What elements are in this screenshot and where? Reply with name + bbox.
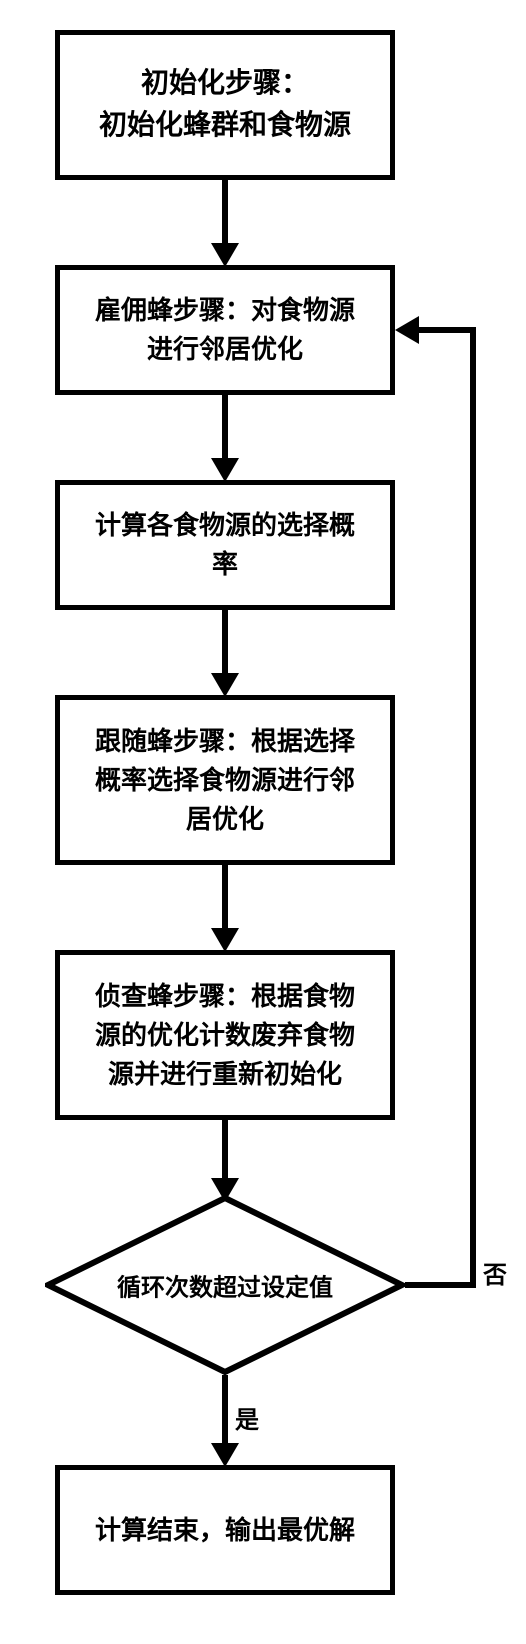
loop-head (395, 316, 419, 344)
end-box: 计算结束，输出最优解 (55, 1465, 395, 1595)
scout-bee-box: 侦查蜂步骤：根据食物 源的优化计数废弃食物 源并进行重新初始化 (55, 950, 395, 1120)
calc-prob-box: 计算各食物源的选择概 率 (55, 480, 395, 610)
arrow-4-5-head (211, 928, 239, 952)
arrow-1-2 (222, 180, 228, 245)
arrow-6-7 (222, 1375, 228, 1445)
end-line1: 计算结束，输出最优解 (95, 1516, 355, 1545)
employed-bee-box: 雇佣蜂步骤：对食物源 进行邻居优化 (55, 265, 395, 395)
onlooker-bee-line3: 居优化 (186, 805, 264, 834)
loop-h2 (417, 327, 476, 333)
employed-bee-line1: 雇佣蜂步骤：对食物源 (95, 296, 355, 325)
init-step-line1: 初始化步骤： (141, 68, 309, 99)
loop-v (470, 327, 476, 1288)
scout-bee-line1: 侦查蜂步骤：根据食物 (95, 982, 355, 1011)
no-label: 否 (483, 1255, 507, 1290)
flowchart-container: 初始化步骤： 初始化蜂群和食物源 雇佣蜂步骤：对食物源 进行邻居优化 计算各食物… (0, 0, 526, 1644)
yes-label: 是 (235, 1400, 259, 1435)
arrow-2-3 (222, 395, 228, 460)
onlooker-bee-box: 跟随蜂步骤：根据选择 概率选择食物源进行邻 居优化 (55, 695, 395, 865)
arrow-5-6 (222, 1120, 228, 1180)
decision-box: 循环次数超过设定值 (45, 1195, 405, 1375)
init-step-box: 初始化步骤： 初始化蜂群和食物源 (55, 30, 395, 180)
decision-text: 循环次数超过设定值 (117, 1268, 333, 1303)
scout-bee-line3: 源并进行重新初始化 (108, 1060, 342, 1089)
arrow-3-4-head (211, 673, 239, 697)
arrow-6-7-head (211, 1443, 239, 1467)
calc-prob-line2: 率 (212, 550, 238, 579)
arrow-1-2-head (211, 243, 239, 267)
arrow-3-4 (222, 610, 228, 675)
arrow-4-5 (222, 865, 228, 930)
calc-prob-line1: 计算各食物源的选择概 (95, 511, 355, 540)
onlooker-bee-line2: 概率选择食物源进行邻 (95, 766, 355, 795)
init-step-line2: 初始化蜂群和食物源 (99, 110, 351, 141)
arrow-2-3-head (211, 458, 239, 482)
loop-h1 (405, 1282, 476, 1288)
onlooker-bee-line1: 跟随蜂步骤：根据选择 (95, 727, 355, 756)
employed-bee-line2: 进行邻居优化 (147, 335, 303, 364)
scout-bee-line2: 源的优化计数废弃食物 (95, 1021, 355, 1050)
